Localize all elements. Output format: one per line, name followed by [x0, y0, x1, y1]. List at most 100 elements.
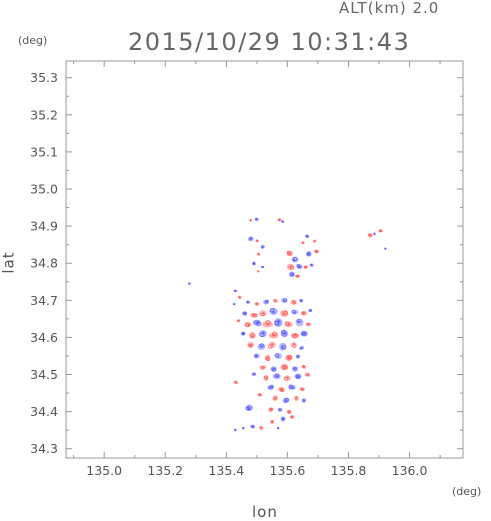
echo-cell-core — [234, 380, 237, 383]
echo-cell-core — [256, 218, 258, 220]
echo-cell-core — [262, 246, 264, 248]
echo-cell-core — [260, 426, 263, 429]
echo-cell-core — [303, 400, 305, 402]
echo-cell-core — [284, 400, 287, 403]
echo-cell-core — [255, 302, 258, 305]
echo-cell-core — [247, 407, 250, 410]
echo-cell-core — [256, 239, 259, 242]
echo-cell-core — [369, 234, 372, 236]
echo-cell-core — [276, 375, 279, 378]
y-tick-label: 34.5 — [30, 367, 58, 382]
echo-cell-core — [255, 355, 258, 357]
echo-cell-edge — [273, 299, 278, 303]
y-axis-unit: (deg) — [18, 34, 48, 47]
echo-cell-core — [277, 427, 279, 430]
echo-cell-core — [246, 300, 249, 303]
y-tick-label: 34.7 — [30, 293, 58, 308]
echo-cell-core — [269, 387, 271, 389]
x-tick-label: 135.2 — [147, 463, 183, 478]
echo-cell-edge — [272, 331, 278, 337]
echo-cell-core — [293, 312, 296, 314]
radar-echo-field — [188, 217, 387, 432]
observation-timestamp: 2015/10/29 10:31:43 — [128, 28, 411, 56]
echo-cell-core — [294, 367, 296, 370]
echo-cell-core — [288, 252, 290, 255]
echo-cell-core — [249, 238, 252, 240]
echo-cell-core — [302, 366, 305, 368]
echo-cell-core — [272, 333, 275, 337]
echo-cell-core — [379, 229, 382, 232]
echo-cell-core — [280, 388, 283, 391]
echo-cell-core — [291, 386, 294, 389]
echo-cell-core — [294, 333, 297, 336]
echo-cell-core — [234, 429, 237, 431]
echo-cell-core — [265, 300, 267, 303]
echo-cell-core — [266, 357, 269, 360]
echo-cell-core — [250, 219, 252, 221]
echo-cell-core — [272, 367, 275, 370]
echo-cell-core — [270, 408, 272, 410]
echo-cell-core — [299, 347, 302, 349]
echo-cell-core — [233, 303, 235, 306]
echo-cell-edge — [269, 308, 275, 313]
echo-cell-edge — [248, 343, 253, 348]
echo-cell-core — [252, 262, 255, 265]
echo-cell-edge — [292, 367, 297, 371]
x-tick-label: 135.4 — [208, 463, 244, 478]
echo-cell-core — [257, 270, 259, 273]
echo-cell-core — [303, 333, 305, 336]
echo-cell-core — [247, 324, 250, 327]
echo-cell-core — [257, 252, 259, 255]
echo-cell-edge — [300, 346, 304, 349]
echo-cell-core — [292, 342, 295, 345]
echo-cell-core — [302, 312, 305, 315]
echo-cell-core — [273, 398, 276, 401]
echo-cell-core — [237, 320, 239, 322]
echo-cell-core — [287, 323, 291, 326]
echo-cell-core — [265, 377, 268, 380]
echo-cell-core — [252, 373, 255, 375]
echo-cell-core — [262, 366, 265, 369]
echo-cell-edge — [299, 387, 304, 391]
y-tick-label: 35.2 — [30, 107, 58, 122]
axis-ticks: 135.0 135.2 135.4 135.6 135.8 136.0 34.3 34.4 34… — [30, 61, 463, 478]
echo-cell-core — [311, 264, 313, 267]
echo-cell-core — [286, 376, 289, 379]
echo-cell-core — [297, 375, 300, 378]
echo-cell-core — [278, 218, 281, 221]
echo-cell-core — [301, 389, 304, 391]
echo-cell-edge — [295, 375, 300, 379]
echo-cell-edge — [288, 355, 293, 359]
echo-cell-core — [305, 266, 307, 268]
echo-cell-edge — [234, 381, 238, 385]
echo-cell-core — [281, 346, 284, 349]
echo-cell-core — [277, 320, 280, 323]
echo-cell-core — [306, 374, 309, 376]
y-axis-label: lat — [0, 251, 18, 274]
echo-cell-core — [384, 247, 387, 250]
echo-cell-core — [287, 357, 290, 360]
echo-cell-core — [373, 232, 376, 235]
echo-cell-core — [292, 258, 296, 262]
echo-cell-edge — [273, 395, 278, 399]
echo-cell-core — [307, 324, 310, 326]
echo-cell-edge — [283, 376, 289, 381]
echo-cell-edge — [274, 321, 280, 326]
echo-cell-edge — [269, 384, 274, 389]
echo-cell-core — [278, 408, 281, 411]
echo-cell-core — [282, 220, 284, 223]
echo-cell-core — [308, 253, 310, 256]
x-tick-label: 135.6 — [270, 463, 306, 478]
x-tick-label: 136.0 — [392, 463, 428, 478]
echo-cell-edge — [259, 332, 265, 338]
echo-cell-edge — [267, 344, 273, 349]
echo-cell-core — [306, 235, 309, 238]
echo-cell-core — [252, 313, 255, 316]
y-tick-label: 34.6 — [30, 330, 58, 345]
echo-cell — [274, 318, 283, 327]
echo-cell-core — [266, 322, 270, 326]
echo-cell-edge — [291, 309, 296, 314]
echo-cell-core — [282, 313, 285, 316]
echo-cell-core — [292, 300, 295, 303]
